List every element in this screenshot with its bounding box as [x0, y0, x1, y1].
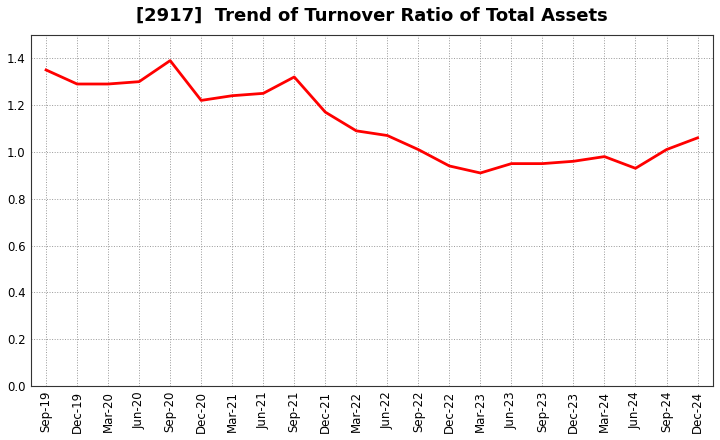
Title: [2917]  Trend of Turnover Ratio of Total Assets: [2917] Trend of Turnover Ratio of Total …	[136, 7, 608, 25]
